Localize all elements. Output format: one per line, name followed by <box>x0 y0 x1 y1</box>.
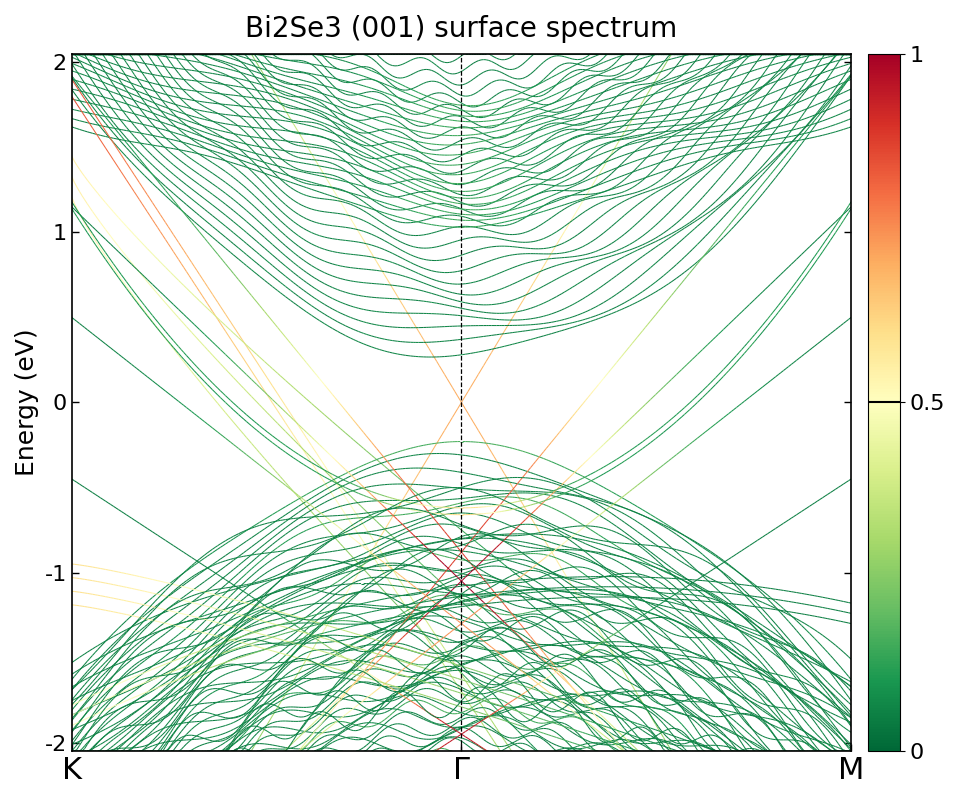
Y-axis label: Energy (eV): Energy (eV) <box>15 329 39 476</box>
Title: Bi2Se3 (001) surface spectrum: Bi2Se3 (001) surface spectrum <box>246 15 678 43</box>
